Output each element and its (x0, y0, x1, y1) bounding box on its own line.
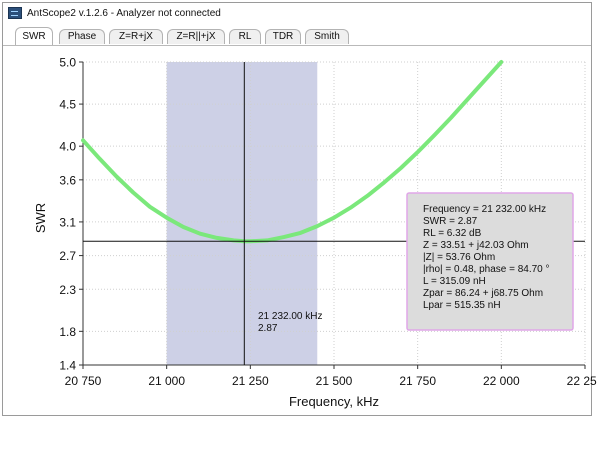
marker-label-frequency: 21 232.00 kHz (258, 311, 323, 322)
info-line-rho: |rho| = 0.48, phase = 84.70 ° (423, 264, 550, 275)
tab-phase[interactable]: Phase (59, 29, 105, 44)
tab-bar: SWR Phase Z=R+jX Z=R||+jX RL TDR Smith (3, 27, 591, 46)
tab-z-parallel[interactable]: Z=R||+jX (167, 29, 225, 44)
info-line-zpar: Zpar = 86.24 + j68.75 Ohm (423, 288, 543, 299)
title-bar: AntScope2 v.1.2.6 - Analyzer not connect… (3, 3, 591, 23)
marker-label-swr: 2.87 (258, 323, 278, 334)
info-box-background (406, 192, 574, 331)
y-axis-label: SWR (33, 203, 48, 233)
info-line-frequency: Frequency = 21 232.00 kHz (423, 204, 546, 215)
tab-smith[interactable]: Smith (305, 29, 349, 44)
highlight-band (166, 62, 318, 365)
y-tick-label: 3.1 (59, 215, 76, 229)
tab-rl[interactable]: RL (229, 29, 261, 44)
y-tick-label: 4.0 (59, 140, 76, 154)
x-tick-label: 20 750 (65, 374, 102, 388)
tab-z-series[interactable]: Z=R+jX (109, 29, 163, 44)
y-tick-label: 1.8 (59, 325, 76, 339)
tab-tdr[interactable]: TDR (265, 29, 301, 44)
x-tick-label: 22 000 (483, 374, 520, 388)
x-tick-label: 21 000 (148, 374, 185, 388)
info-line-l: L = 315.09 nH (423, 276, 486, 287)
x-tick-label: 21 500 (316, 374, 353, 388)
app-icon (8, 7, 22, 19)
window-title: AntScope2 v.1.2.6 - Analyzer not connect… (27, 7, 221, 19)
y-tick-label: 5.0 (59, 56, 76, 70)
y-tick-label: 2.3 (59, 283, 76, 297)
swr-curve (81, 60, 504, 244)
x-tick-label: 22 250 (567, 374, 597, 388)
y-tick-label: 3.6 (59, 173, 76, 187)
tab-swr[interactable]: SWR (15, 27, 53, 45)
info-box[interactable]: Frequency = 21 232.00 kHz SWR = 2.87 RL … (406, 192, 574, 331)
info-line-swr: SWR = 2.87 (423, 216, 478, 227)
info-line-z: Z = 33.51 + j42.03 Ohm (423, 240, 529, 251)
info-line-rl: RL = 6.32 dB (423, 228, 482, 239)
x-tick-label: 21 250 (232, 374, 269, 388)
y-tick-label: 1.4 (59, 359, 76, 373)
info-line-lpar: Lpar = 515.35 nH (423, 300, 501, 311)
x-axis-label: Frequency, kHz (289, 394, 379, 409)
info-line-abs-z: |Z| = 53.76 Ohm (423, 252, 495, 263)
y-tick-label: 2.7 (59, 249, 76, 263)
x-tick-label: 21 750 (399, 374, 436, 388)
y-tick-label: 4.5 (59, 98, 76, 112)
